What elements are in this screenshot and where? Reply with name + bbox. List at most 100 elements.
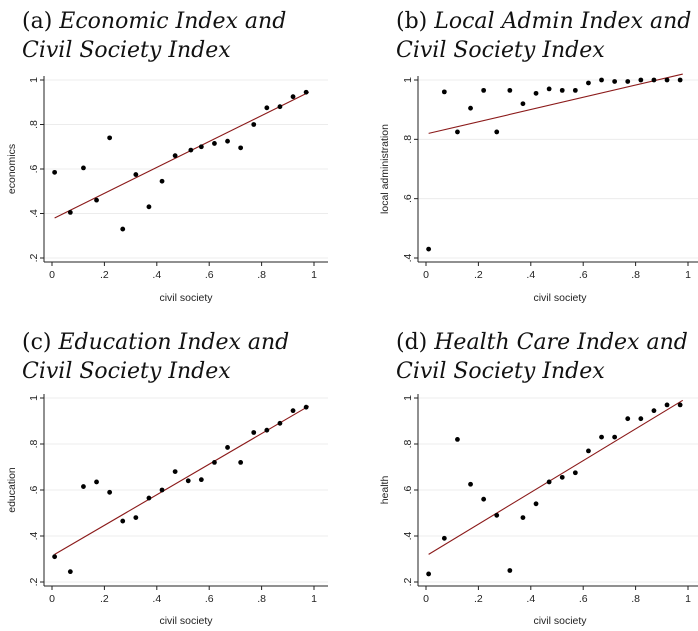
panel-d-point [572,470,578,476]
panel-d-ylabel: health [379,476,391,505]
panel-a-point [172,153,178,159]
panel-a-xtick-label: .8 [257,269,266,281]
panel-b-ytick-label: 1 [402,77,414,83]
panel-a-point [159,178,165,184]
panel-d-point [586,448,591,454]
panel-b-ytick-label: .6 [402,194,414,203]
panel-b-point [426,246,432,252]
panel-c-point [198,477,204,483]
panel-c-point [52,554,58,560]
panel-c-point [225,445,230,450]
panel-c-xtick-label: .2 [100,593,109,605]
panel-d-ytick-label: .8 [402,439,414,448]
panel-a-point [238,145,244,151]
panel-c-point [81,484,86,489]
panel-b-xtick-label: .4 [526,269,535,281]
panel-d-point [638,416,644,422]
panel-b-xtick-label: 1 [685,269,691,281]
panel-c-xtick-label: .8 [257,593,266,605]
panel-a-fit-line [54,91,310,219]
panel-b-point [625,79,631,84]
panel-b-xtick-label: 0 [423,269,429,281]
panel-a-xtick-label: .2 [100,269,109,281]
panel-d-ytick-label: 1 [402,395,414,401]
panel-d-point [599,434,604,440]
panel-c-ytick-label: 1 [28,395,40,401]
panel-c-point [67,569,73,575]
panel-d-point [426,571,432,577]
panel-d-title-prefix: (d) [396,330,427,355]
panel-c-xtick-label: .4 [152,593,161,605]
panel-d-point [546,479,552,485]
panel-b-point [507,87,513,93]
panel-d: (d) Health Care Index and Civil Society … [379,330,698,627]
panel-a-ytick-label: 1 [28,77,40,83]
panel-b-point [546,86,552,92]
panel-a-ytick-label: .4 [28,209,40,218]
panel-c-fit-line [54,405,310,555]
panel-d-title-line1: (d) Health Care Index and [396,330,688,355]
panel-c-point [264,427,270,433]
panel-c-point [159,487,165,493]
panel-c-point [185,478,191,484]
panel-c-title-text: Education Index and [58,330,290,355]
panel-d-point [677,402,683,408]
panel-c-point [146,495,152,501]
panel-d-point [468,481,473,487]
panel-c-title-line2: Civil Society Index [22,359,231,384]
panel-a-point [146,204,152,210]
panel-a-ytick-label: .2 [28,253,40,262]
panel-a: (a) Economic Index and Civil Society Ind… [6,9,328,304]
panel-d-point [664,402,670,408]
panel-d-point [455,437,460,442]
panel-a-point [107,135,113,141]
panel-b-title-line1: (b) Local Admin Index and [396,9,691,34]
panel-d-point [520,515,526,520]
panel-a-ytick-label: .6 [28,164,40,173]
panel-a-point [94,197,99,203]
panel-b-title-prefix: (b) [396,9,427,34]
panel-c-xtick-label: 1 [311,593,317,605]
panel-d-point [625,416,631,422]
panel-b-point [651,77,657,83]
panel-d-ytick-label: .6 [402,485,414,494]
panel-c-point [290,408,296,414]
panel-b-ytick-label: .8 [402,135,414,144]
panel-c-point [107,489,113,495]
panel-d-point [651,408,657,414]
panel-b-ytick-label: .4 [402,253,414,262]
panel-a-point [67,209,73,215]
panel-b-fit-line [428,73,683,134]
panel-b-xtick-label: .8 [631,269,640,281]
panel-c-ytick-label: .4 [28,531,40,540]
panel-c-xtick-label: 0 [49,593,55,605]
panel-c-point [251,430,257,435]
panel-a-point [264,105,270,111]
panel-b-point [455,129,460,135]
panel-c-xlabel: civil society [159,615,213,627]
panel-a-point [277,104,283,110]
panel-c-ylabel: education [6,467,18,513]
panel-a-xtick-label: .4 [152,269,161,281]
panel-b-ylabel: local administration [379,124,391,214]
panel-c-point [172,469,178,474]
panel-d-point [507,568,513,573]
panel-a-point [188,147,194,153]
panel-a-title-line1: (a) Economic Index and [22,9,286,34]
panel-d-point [612,434,618,440]
panel-d-title-text: Health Care Index and [433,330,688,355]
panel-b-plot: .4 .6 .8 1 0 .2 .4 .6 .8 1 [402,73,698,281]
panel-d-xlabel: civil society [533,615,587,627]
panel-b-point [572,87,578,93]
panel-b-point [441,89,447,95]
panel-a-title-text: Economic Index and [58,9,286,34]
panel-d-point [481,496,487,502]
panel-b-point [533,90,539,96]
panel-c-ytick-label: .6 [28,485,40,494]
panel-b-point [599,77,604,83]
panel-a-point [290,94,296,100]
panel-c-point [133,515,139,520]
panel-a-point [198,144,204,150]
panel-d-xtick-label: 1 [685,593,691,605]
